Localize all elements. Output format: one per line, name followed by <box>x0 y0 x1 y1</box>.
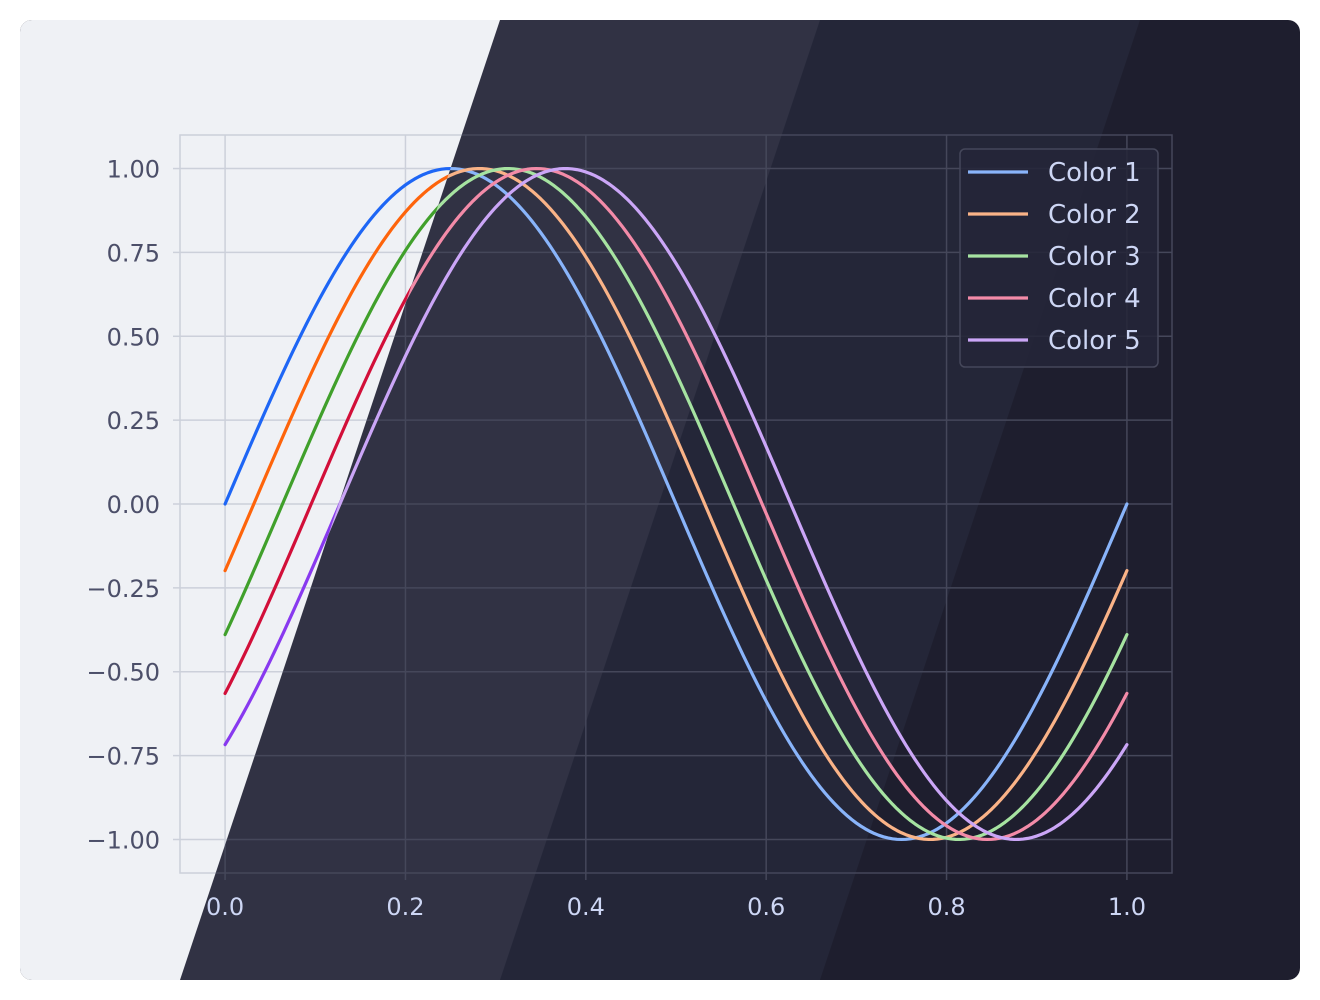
y-tick-label: −0.75 <box>86 743 160 771</box>
legend: Color 1 Color 2 Color 3 Color 4 Color 5 <box>959 148 1159 368</box>
series-line-3 <box>223 166 500 842</box>
y-tick-label: 0.00 <box>107 491 160 519</box>
tick-labels-light: 0.00.20.40.60.81.01.000.750.500.250.00−0… <box>86 156 424 921</box>
legend-label-1: Color 1 <box>1048 158 1141 188</box>
tick-labels-dark: 0.00.20.40.60.81.01.000.750.500.250.00−0… <box>206 893 1146 921</box>
bg-light <box>20 20 500 980</box>
series-line-5 <box>223 166 1129 842</box>
y-tick-label: 0.50 <box>107 323 160 351</box>
y-tick-label: −1.00 <box>86 826 160 854</box>
x-tick-label: 0.8 <box>927 893 965 921</box>
legend-label-2: Color 2 <box>1048 200 1141 230</box>
x-tick-label: 0.4 <box>567 893 605 921</box>
y-tick-label: −0.50 <box>86 659 160 687</box>
y-tick-label: 1.00 <box>107 156 160 184</box>
plot-frame <box>180 134 1173 874</box>
chart-card: 0.0 0.2 0.4 0.6 0.8 1.0 1.00 0.75 0.50 0.25 0.00 −0… <box>20 20 1300 980</box>
y-tick-label: 0.25 <box>107 407 160 435</box>
legend-label-4: Color 4 <box>1048 284 1141 314</box>
y-tick-label: 0.75 <box>107 239 160 267</box>
legend-label-5: Color 5 <box>1048 326 1141 356</box>
x-tick-label: 1.0 <box>1108 893 1146 921</box>
legend-label-3: Color 3 <box>1048 242 1141 272</box>
legend-box <box>959 148 1159 368</box>
x-tick-label: 0.6 <box>747 893 785 921</box>
series-line-1 <box>223 166 500 842</box>
x-tick-label: 0.0 <box>206 893 244 921</box>
series-line-2 <box>223 166 500 842</box>
x-tick-label: 0.2 <box>386 893 424 921</box>
series-line-4 <box>223 166 500 842</box>
bg-dark-1 <box>180 20 820 980</box>
y-tick-label: −0.25 <box>86 575 160 603</box>
line-chart: 0.0 0.2 0.4 0.6 0.8 1.0 1.00 0.75 0.50 0.25 0.00 −0… <box>20 20 1300 980</box>
